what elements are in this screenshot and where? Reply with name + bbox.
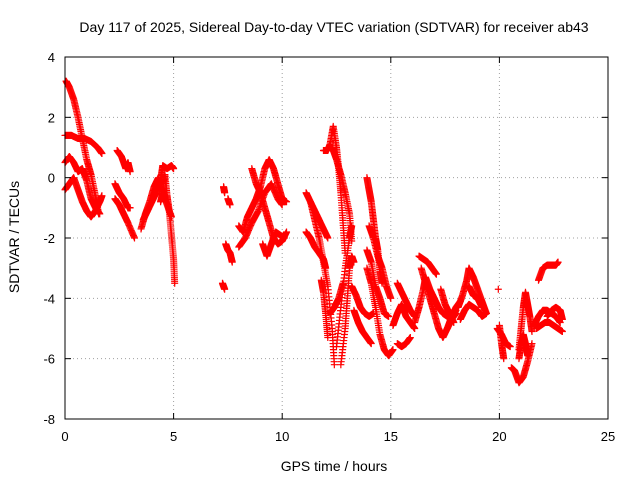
data-point xyxy=(494,285,502,293)
y-tick-label: -8 xyxy=(43,412,55,427)
data-point xyxy=(348,222,356,230)
data-point xyxy=(330,361,338,369)
x-tick-label: 20 xyxy=(492,429,506,444)
data-point xyxy=(126,168,134,176)
data-point xyxy=(367,340,375,348)
data-point xyxy=(524,352,532,360)
data-point xyxy=(554,258,562,266)
data-point xyxy=(98,192,106,200)
y-tick-label: -2 xyxy=(43,231,55,246)
data-point xyxy=(558,315,566,323)
y-tick-label: -4 xyxy=(43,291,55,306)
data-point xyxy=(385,312,393,320)
data-point xyxy=(558,328,566,336)
data-point xyxy=(389,346,397,354)
data-point xyxy=(171,279,179,287)
data-point xyxy=(432,270,440,278)
data-point xyxy=(500,355,508,363)
data-point xyxy=(411,325,419,332)
data-point xyxy=(283,228,291,236)
axis-ticks xyxy=(64,56,609,420)
data-point xyxy=(506,343,514,351)
data-point xyxy=(482,309,490,317)
x-axis-label: GPS time / hours xyxy=(281,458,388,474)
x-tick-label: 5 xyxy=(170,429,177,444)
data-point xyxy=(280,234,288,242)
data-point xyxy=(528,340,536,348)
data-point xyxy=(278,201,286,209)
data-point xyxy=(350,258,358,266)
data-point xyxy=(228,258,236,266)
y-tick-label: 0 xyxy=(48,171,55,186)
data-point xyxy=(221,285,229,293)
data-point xyxy=(96,210,104,218)
y-axis-label: SDTVAR / TECUs xyxy=(6,181,22,293)
data-point xyxy=(324,234,332,242)
x-tick-label: 15 xyxy=(384,429,398,444)
chart-title: Day 117 of 2025, Sidereal Day-to-day VTE… xyxy=(79,19,588,35)
data-point xyxy=(283,198,291,206)
tick-labels: 0 5 10 15 20 25 -8 -6 -4 -2 0 2 4 xyxy=(43,50,615,444)
x-tick-label: 0 xyxy=(61,429,68,444)
y-tick-label: 2 xyxy=(48,110,55,125)
data-point xyxy=(324,334,332,342)
data-point xyxy=(98,150,106,158)
data-point xyxy=(126,204,134,212)
data-points xyxy=(61,77,566,387)
data-point xyxy=(226,201,234,209)
x-tick-label: 25 xyxy=(601,429,615,444)
data-point xyxy=(406,334,414,342)
data-point xyxy=(478,303,486,311)
data-point xyxy=(221,189,229,197)
x-tick-label: 10 xyxy=(275,429,289,444)
data-point xyxy=(387,294,395,302)
data-point xyxy=(170,165,178,173)
data-point xyxy=(528,328,536,336)
y-tick-label: 4 xyxy=(48,50,55,65)
y-tick-label: -6 xyxy=(43,352,55,367)
data-point xyxy=(131,234,139,242)
